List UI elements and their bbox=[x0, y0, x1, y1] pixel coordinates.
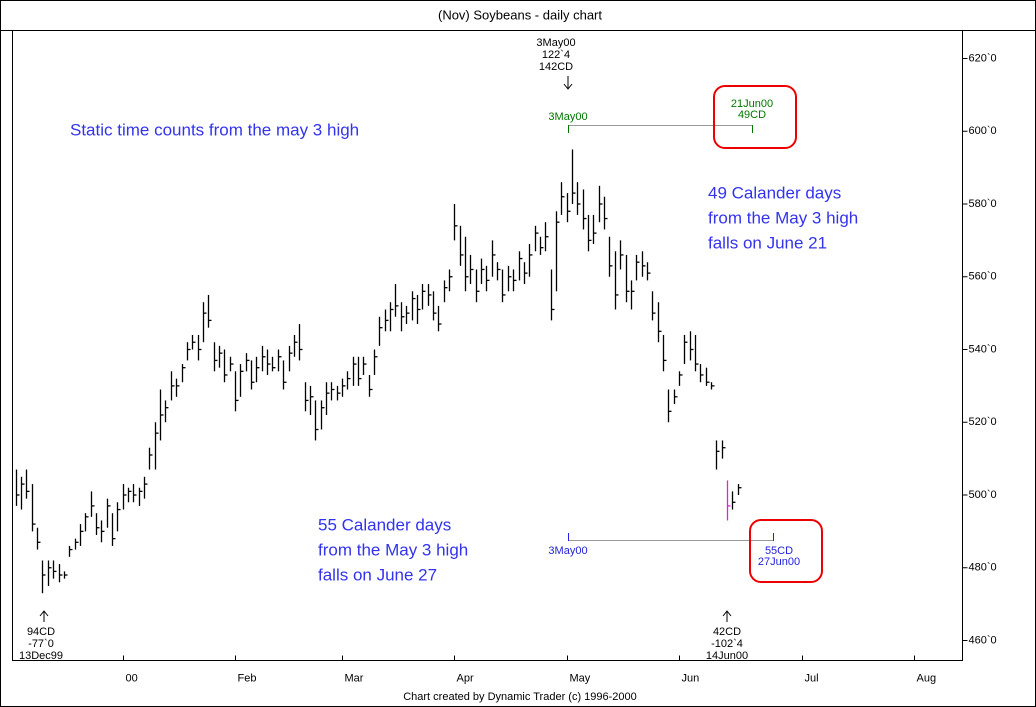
pivot-label: 42CD bbox=[713, 626, 741, 638]
count-end: 21Jun00 bbox=[731, 98, 773, 110]
highlight-box bbox=[713, 85, 797, 149]
highlight-box bbox=[749, 519, 823, 583]
y-tick-label: 520`0 bbox=[969, 416, 997, 428]
count-start: 3May00 bbox=[548, 111, 587, 123]
y-tick-label: 500`0 bbox=[969, 489, 997, 501]
note: falls on June 21 bbox=[708, 233, 827, 252]
note: from the May 3 high bbox=[318, 540, 468, 559]
y-tick-label: 480`0 bbox=[969, 562, 997, 574]
note: falls on June 27 bbox=[318, 565, 437, 584]
note: 55 Calander days bbox=[318, 515, 451, 534]
count-end: 27Jun00 bbox=[758, 556, 800, 568]
pivot-label: 13Dec99 bbox=[19, 650, 63, 662]
pivot-label: 3May00 bbox=[536, 37, 575, 49]
note: Static time counts from the may 3 high bbox=[70, 120, 359, 139]
x-tick-label: Jun bbox=[682, 672, 700, 684]
pivot-label: 122`4 bbox=[542, 49, 570, 61]
plot-frame bbox=[12, 30, 963, 661]
note: from the May 3 high bbox=[708, 208, 858, 227]
x-tick-label: Mar bbox=[345, 672, 364, 684]
arrow bbox=[39, 610, 49, 622]
y-tick-label: 540`0 bbox=[969, 343, 997, 355]
y-tick-label: 560`0 bbox=[969, 271, 997, 283]
y-tick-label: 600`0 bbox=[969, 125, 997, 137]
x-tick-label: Apr bbox=[457, 672, 474, 684]
x-tick-label: May bbox=[570, 672, 591, 684]
arrow bbox=[563, 76, 573, 90]
pivot-label: 14Jun00 bbox=[706, 650, 748, 662]
x-tick-label: 00 bbox=[126, 672, 138, 684]
count-tick bbox=[568, 533, 774, 541]
count-start: 3May00 bbox=[548, 545, 587, 557]
chart-title: (Nov) Soybeans - daily chart bbox=[438, 7, 602, 22]
pivot-label: -102`4 bbox=[711, 638, 743, 650]
count-tick bbox=[568, 125, 753, 133]
x-tick-label: Aug bbox=[917, 672, 937, 684]
footer: Chart created by Dynamic Trader (c) 1996… bbox=[403, 691, 637, 703]
arrow bbox=[722, 610, 732, 622]
pivot-label: 94CD bbox=[27, 626, 55, 638]
x-tick-label: Jul bbox=[805, 672, 819, 684]
note: 49 Calander days bbox=[708, 183, 841, 202]
pivot-label: 142CD bbox=[539, 61, 573, 73]
y-tick-label: 460`0 bbox=[969, 634, 997, 646]
count-end: 55CD bbox=[765, 545, 793, 557]
y-tick-label: 580`0 bbox=[969, 198, 997, 210]
pivot-label: -77`0 bbox=[28, 638, 54, 650]
y-tick-label: 620`0 bbox=[969, 52, 997, 64]
count-end: 49CD bbox=[738, 109, 766, 121]
x-tick-label: Feb bbox=[238, 672, 257, 684]
